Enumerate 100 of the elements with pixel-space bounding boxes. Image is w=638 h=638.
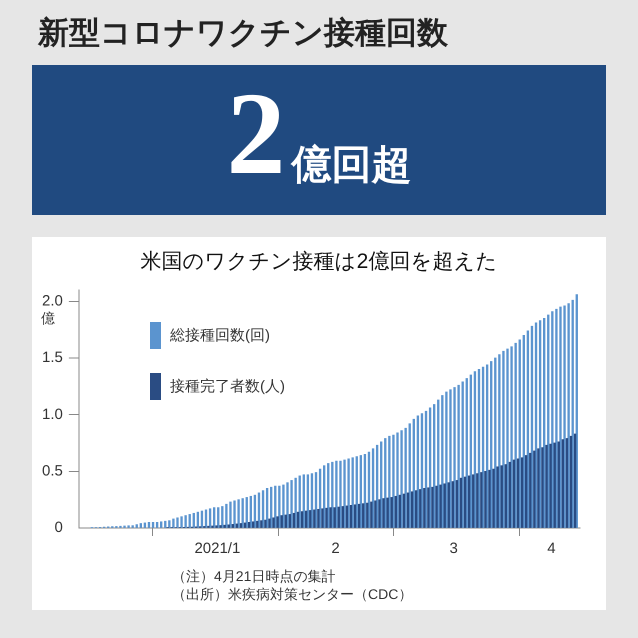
- bar: [172, 518, 175, 528]
- bar: [543, 318, 546, 528]
- bar: [419, 489, 422, 528]
- bar: [217, 507, 220, 528]
- bar: [335, 460, 338, 528]
- bar: [168, 520, 171, 528]
- bar: [549, 444, 552, 528]
- bar: [392, 434, 395, 528]
- bar: [514, 342, 517, 528]
- bar: [376, 444, 378, 528]
- bar: [248, 522, 250, 528]
- bar: [551, 311, 554, 528]
- bar: [317, 508, 320, 528]
- bar: [250, 496, 252, 528]
- bar: [480, 472, 483, 528]
- chart-subtitle: 米国のワクチン接種は2億回を超えた: [140, 249, 498, 275]
- bar: [270, 486, 272, 528]
- bar: [282, 484, 285, 528]
- bar: [260, 520, 263, 528]
- y-tick-label: 1.0: [42, 406, 63, 423]
- bar: [288, 514, 292, 528]
- bar: [445, 392, 448, 528]
- bar: [380, 442, 382, 528]
- bar: [490, 361, 492, 528]
- bar: [318, 468, 322, 528]
- bar: [466, 378, 468, 528]
- x-tick-label: 2021/1: [194, 540, 240, 558]
- bar: [462, 381, 464, 528]
- text: （注）4月21日時点の集計: [172, 567, 336, 585]
- bar: [342, 506, 344, 528]
- bar: [276, 516, 279, 528]
- bar: [236, 524, 238, 528]
- legend-label: 総接種回数(回): [170, 326, 270, 345]
- bar: [416, 415, 420, 528]
- bar: [412, 418, 415, 528]
- bar: [562, 439, 564, 528]
- bar: [232, 524, 234, 528]
- bar: [566, 438, 568, 528]
- bar: [228, 524, 230, 528]
- legend-label: 接種完了者数(人): [170, 377, 285, 396]
- bar: [360, 455, 362, 528]
- bar: [538, 320, 542, 528]
- bar: [394, 496, 397, 528]
- bar: [520, 457, 524, 528]
- bar: [192, 512, 195, 528]
- y-tick-label: 1.5: [42, 349, 63, 366]
- bar: [208, 508, 212, 528]
- bar: [388, 436, 391, 528]
- bar: [156, 522, 158, 528]
- bar: [127, 525, 130, 528]
- bar: [510, 346, 513, 528]
- bar: [298, 476, 301, 528]
- bar: [500, 465, 503, 528]
- bar: [428, 408, 432, 528]
- bar: [241, 498, 244, 528]
- bar: [327, 463, 330, 528]
- bar: [472, 474, 474, 528]
- bar: [423, 488, 426, 528]
- bar: [574, 434, 576, 528]
- bar: [140, 523, 142, 528]
- bar: [131, 525, 134, 528]
- bar: [246, 497, 248, 528]
- chart-title: 新型コロナワクチン接種回数: [38, 14, 448, 52]
- bar: [370, 502, 373, 528]
- bar: [398, 494, 402, 528]
- bar: [254, 494, 256, 528]
- bar: [470, 374, 472, 528]
- bar: [494, 358, 496, 528]
- bar: [414, 490, 418, 528]
- bar: [468, 476, 470, 528]
- bar: [347, 458, 350, 528]
- bar: [224, 524, 226, 528]
- bar: [537, 448, 540, 528]
- bar: [329, 507, 332, 528]
- bar: [427, 487, 430, 528]
- bar: [456, 480, 458, 528]
- bar: [444, 483, 446, 528]
- bar: [476, 473, 478, 528]
- bar: [240, 523, 242, 528]
- bar: [384, 438, 386, 528]
- bar: [346, 506, 348, 528]
- bar: [188, 514, 191, 528]
- bar: [264, 520, 267, 528]
- y-tick-label: 0.5: [42, 462, 63, 480]
- bar: [508, 462, 512, 528]
- bar: [322, 465, 326, 528]
- bar: [352, 457, 354, 528]
- x-tick-label: 2: [331, 540, 340, 558]
- bar: [274, 486, 276, 528]
- bar: [272, 517, 275, 528]
- bar: [160, 521, 162, 528]
- bar: [547, 314, 550, 528]
- bar: [334, 507, 336, 528]
- bar: [302, 474, 305, 528]
- y-tick-label: 2.0: [42, 292, 63, 310]
- bar: [362, 503, 364, 528]
- y-tick-label: 0: [54, 519, 63, 536]
- bar: [529, 452, 532, 528]
- bar: [400, 430, 403, 528]
- bar: [474, 371, 476, 528]
